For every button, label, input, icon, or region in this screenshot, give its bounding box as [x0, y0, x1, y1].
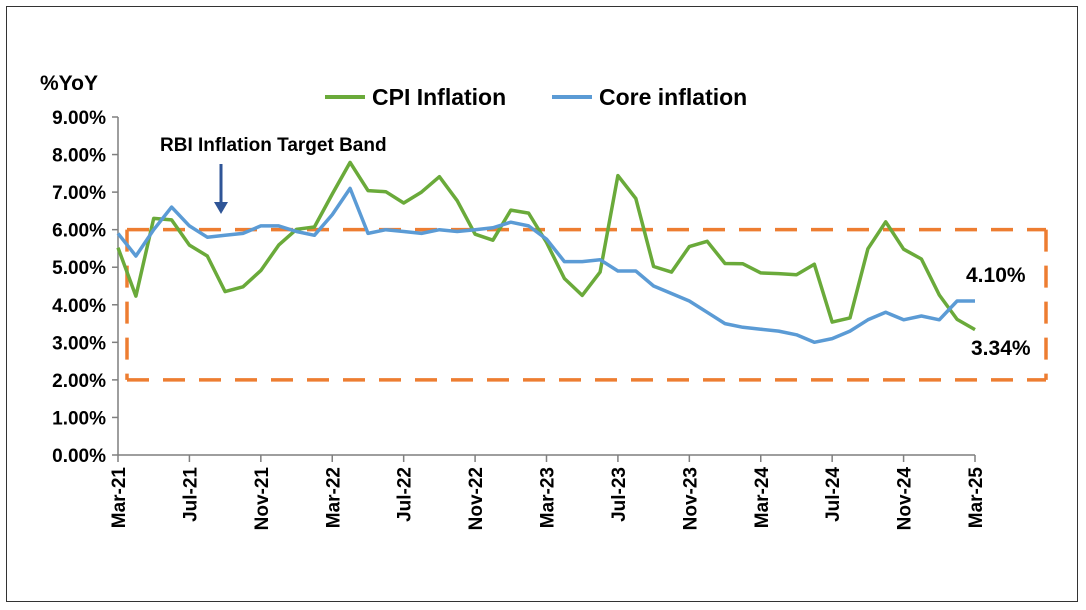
end-label-core: 4.10%	[966, 264, 1026, 287]
x-tick-label: Jul-24	[823, 467, 844, 522]
y-axis-label: %YoY	[40, 72, 98, 95]
legend-label-cpi: CPI Inflation	[372, 84, 506, 110]
x-tick-label: Mar-23	[538, 467, 559, 528]
y-tick-label: 1.00%	[52, 408, 106, 429]
y-tick-label: 3.00%	[52, 333, 106, 354]
legend: CPI Inflation Core inflation	[325, 84, 747, 110]
y-axis: 0.00% 1.00% 2.00% 3.00% 4.00% 5.00% 6.00% 7.00%…	[52, 108, 119, 467]
x-tick-label: Jul-22	[395, 467, 416, 522]
legend-label-core: Core inflation	[599, 84, 747, 110]
y-tick-label: 6.00%	[52, 221, 106, 242]
x-tick-label: Nov-22	[466, 467, 487, 530]
series-line-cpi	[116, 160, 976, 332]
x-tick-label: Nov-21	[252, 467, 273, 531]
x-tick-label: Nov-23	[680, 467, 701, 530]
x-tick-label: Mar-24	[752, 467, 773, 529]
x-tick-label: Jul-21	[180, 467, 201, 522]
y-tick-label: 4.00%	[52, 296, 106, 317]
y-tick-label: 9.00%	[52, 108, 106, 129]
y-tick-label: 7.00%	[52, 183, 106, 204]
y-tick-label: 5.00%	[52, 258, 106, 279]
x-tick-label: Mar-25	[966, 467, 987, 529]
annotation-arrow	[214, 164, 228, 214]
x-axis: Mar-21 Jul-21 Nov-21 Mar-22 Jul-22 Nov-22 Mar-…	[109, 454, 987, 531]
x-tick-label: Mar-21	[109, 467, 130, 529]
y-tick-label: 0.00%	[52, 446, 106, 467]
x-tick-label: Nov-24	[895, 467, 916, 531]
end-label-cpi: 3.34%	[971, 337, 1031, 360]
chart-frame	[6, 6, 1078, 602]
y-tick-label: 8.00%	[52, 146, 106, 167]
series-lines	[116, 160, 976, 345]
y-tick-label: 2.00%	[52, 371, 106, 392]
series-line-core	[116, 186, 975, 345]
x-tick-label: Jul-23	[609, 467, 630, 522]
x-tick-label: Mar-22	[323, 467, 344, 528]
target-band-annotation: RBI Inflation Target Band	[160, 135, 387, 156]
